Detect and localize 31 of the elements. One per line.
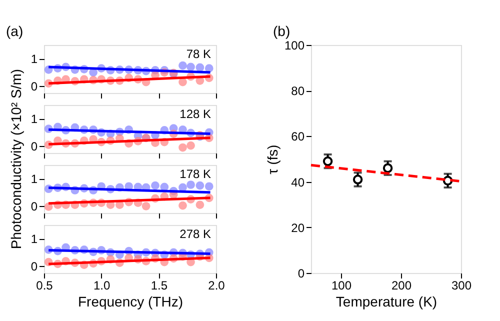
annotation: 78 K <box>186 47 211 61</box>
x-tick-label: 200 <box>391 278 412 292</box>
annotation: 128 K <box>180 107 211 121</box>
y-tick-label: 100 <box>284 38 305 52</box>
y-axis-title: τ (fs) <box>264 144 280 174</box>
y-tick-label: 1 <box>30 52 38 66</box>
y-tick-label: 1 <box>30 232 38 246</box>
x-axis-title: Frequency (THz) <box>78 294 184 310</box>
y-tick-label: 0 <box>30 260 38 274</box>
x-tick-label: 300 <box>451 278 472 292</box>
x-tick-label: 2.0 <box>208 278 226 292</box>
text: (b) <box>273 23 290 39</box>
annotation: 278 K <box>180 227 211 241</box>
y-tick-label: 0 <box>30 140 38 154</box>
y-tick-label: 0 <box>30 80 38 94</box>
x-tick-label: 100 <box>331 278 352 292</box>
annotation: 178 K <box>180 167 211 181</box>
y-tick-label: 0 <box>30 200 38 214</box>
text: (a) <box>6 23 24 39</box>
x-tick-label: 1.0 <box>93 278 110 292</box>
y-tick-label: 20 <box>291 220 305 235</box>
y-axis-title: Photoconductivity (×10² S/m) <box>8 68 24 250</box>
y-tick-label: 80 <box>291 84 305 98</box>
x-axis-title: Temperature (K) <box>336 294 438 310</box>
y-tick-label: 1 <box>30 172 38 186</box>
y-tick-label: 1 <box>30 112 38 126</box>
y-tick-label: 0 <box>298 266 305 280</box>
x-tick-label: 1.5 <box>150 278 168 292</box>
x-tick-label: 0.5 <box>36 278 54 292</box>
y-tick-label: 60 <box>291 130 305 144</box>
y-tick-label: 40 <box>291 175 305 190</box>
